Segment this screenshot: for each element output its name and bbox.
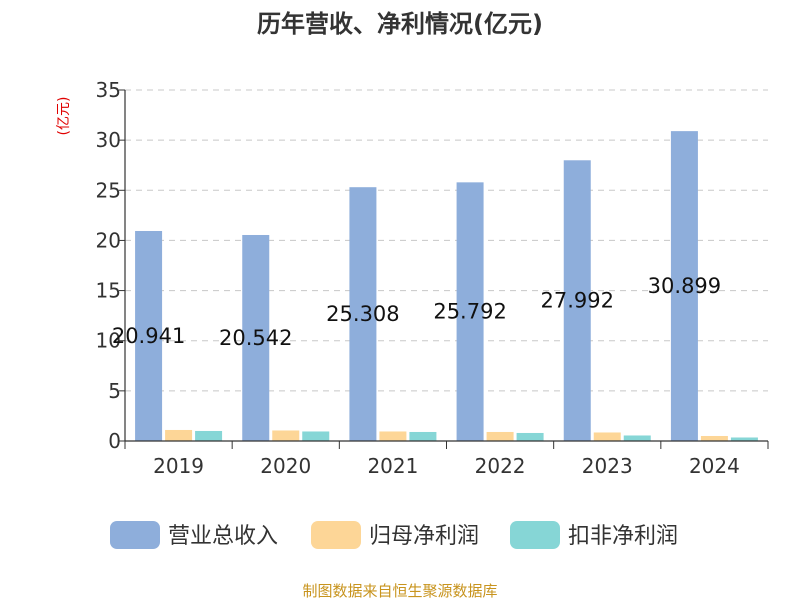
- bar: [486, 431, 514, 441]
- bar: [272, 430, 300, 441]
- x-tick-label: 2023: [582, 454, 633, 478]
- value-label: 30.899: [648, 274, 721, 298]
- x-tick-label: 2022: [475, 454, 526, 478]
- y-tick-label: 0: [108, 429, 121, 453]
- value-label: 25.308: [326, 302, 399, 326]
- bar: [456, 182, 484, 441]
- y-tick-label: 10: [96, 329, 121, 353]
- legend-item: 归母净利润: [311, 521, 479, 549]
- y-tick-label: 5: [108, 379, 121, 403]
- chart-title: 历年营收、净利情况(亿元): [257, 10, 543, 38]
- x-tick-label: 2021: [367, 454, 418, 478]
- y-tick-label: 20: [96, 228, 121, 252]
- y-tick-label: 25: [96, 178, 121, 202]
- bar: [670, 131, 698, 441]
- bar: [349, 187, 377, 441]
- value-label: 27.992: [541, 289, 614, 313]
- bar: [195, 430, 223, 441]
- axes: [119, 89, 769, 449]
- value-label: 20.542: [219, 326, 292, 350]
- legend-label: 扣非净利润: [568, 524, 678, 549]
- x-tick-label: 2019: [153, 454, 204, 478]
- legend-swatch: [311, 521, 361, 549]
- x-tick-label: 2020: [260, 454, 311, 478]
- value-label: 20.941: [112, 324, 185, 348]
- y-tick-label: 30: [96, 128, 121, 152]
- legend: 营业总收入 归母净利润 扣非净利润: [110, 521, 678, 549]
- legend-item: 扣非净利润: [510, 521, 678, 549]
- bar: [700, 435, 728, 441]
- bar: [302, 431, 330, 441]
- legend-label: 营业总收入: [168, 524, 278, 549]
- bar: [623, 435, 651, 441]
- grid-lines: [125, 89, 768, 392]
- y-axis-label: (亿元): [56, 97, 72, 136]
- bar: [242, 234, 270, 441]
- value-labels: 20.941 20.542 25.308 25.792 27.992 30.899: [112, 274, 721, 350]
- bar: [593, 432, 621, 441]
- legend-item: 营业总收入: [110, 521, 278, 549]
- bar: [409, 431, 437, 441]
- legend-swatch: [510, 521, 560, 549]
- bar: [379, 431, 407, 441]
- bar: [730, 437, 758, 441]
- bar: [516, 432, 544, 441]
- bars: [135, 131, 758, 442]
- x-tick-label: 2024: [689, 454, 740, 478]
- tick-labels: 0 5 10 15 20 25 30 35 2019 2020 2021 2022 2023 2024: [96, 78, 740, 478]
- legend-label: 归母净利润: [369, 524, 479, 549]
- value-label: 25.792: [433, 300, 506, 324]
- y-tick-label: 15: [96, 279, 121, 303]
- source-note: 制图数据来自恒生聚源数据库: [302, 582, 497, 600]
- bar: [563, 160, 591, 442]
- legend-swatch: [110, 521, 160, 549]
- y-tick-label: 35: [96, 78, 121, 102]
- bar: [135, 230, 163, 441]
- bar: [165, 429, 193, 441]
